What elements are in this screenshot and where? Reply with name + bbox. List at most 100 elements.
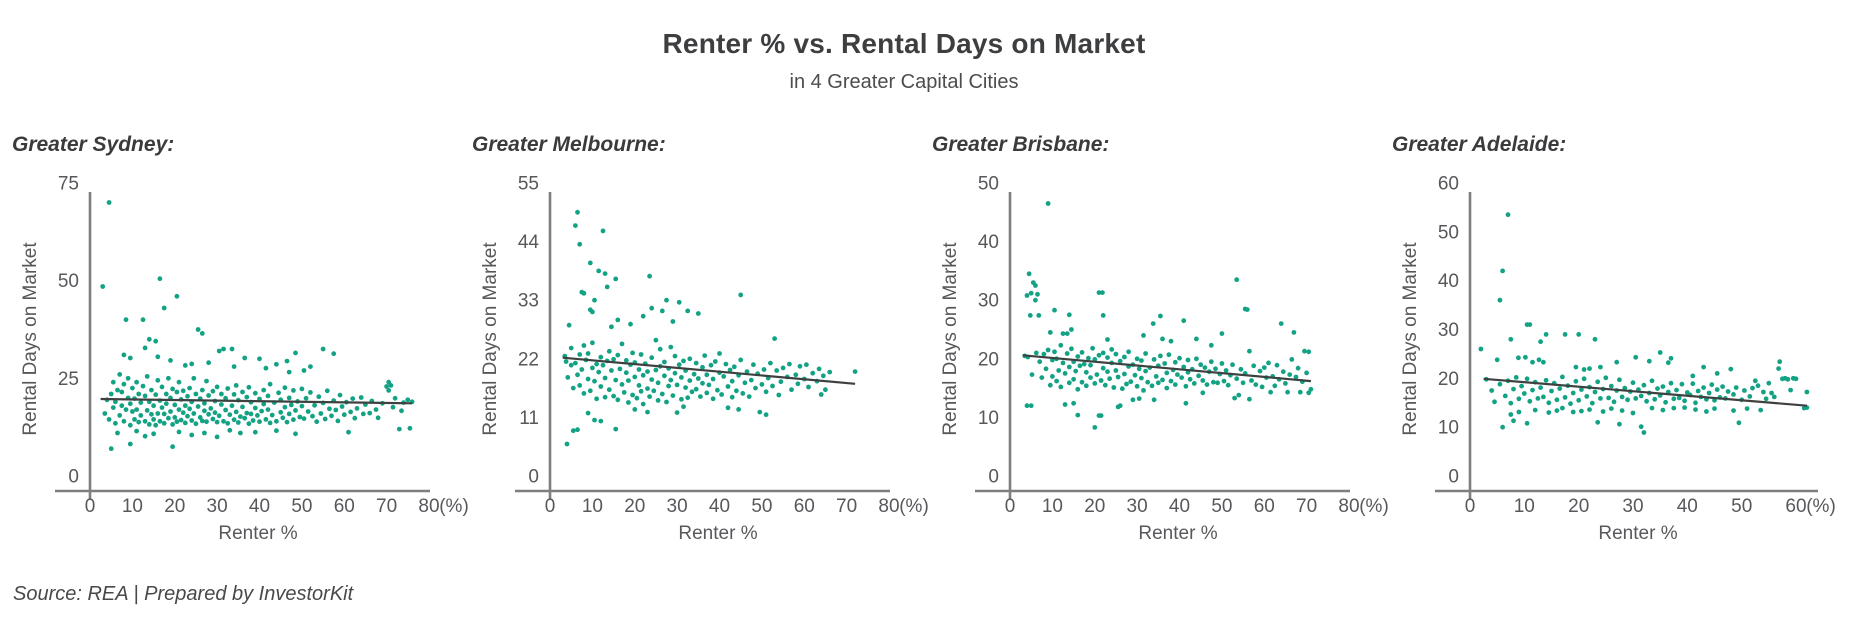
data-point xyxy=(1257,368,1263,374)
data-point xyxy=(704,372,710,378)
data-point xyxy=(308,364,313,369)
data-point xyxy=(592,378,597,384)
data-point xyxy=(172,415,178,420)
data-point xyxy=(288,402,294,408)
data-point xyxy=(149,411,154,417)
data-point xyxy=(261,401,267,407)
data-point xyxy=(1066,312,1072,318)
data-point xyxy=(113,420,118,426)
data-point xyxy=(259,408,264,414)
data-point xyxy=(231,417,237,423)
data-point xyxy=(407,425,413,431)
data-point xyxy=(1054,378,1059,384)
data-point xyxy=(1069,346,1074,352)
data-point xyxy=(1704,409,1709,414)
data-point xyxy=(1804,389,1810,395)
data-point xyxy=(731,364,737,370)
data-point xyxy=(789,387,794,393)
data-point xyxy=(386,388,392,393)
data-point xyxy=(174,389,180,395)
data-point xyxy=(115,387,120,393)
data-point xyxy=(1026,271,1032,277)
data-point xyxy=(626,378,631,383)
x-tick-label: 70 xyxy=(376,496,397,517)
data-point xyxy=(1592,389,1598,395)
data-point xyxy=(180,410,186,416)
x-tick-label: 50 xyxy=(1731,496,1752,517)
data-point xyxy=(176,407,182,412)
data-point xyxy=(324,388,330,394)
data-point xyxy=(1071,400,1076,406)
data-point xyxy=(1744,406,1750,411)
data-point xyxy=(1530,359,1535,365)
data-point xyxy=(1731,392,1736,397)
data-point xyxy=(191,375,197,381)
x-tick-label: 0 xyxy=(1465,496,1476,517)
data-point xyxy=(1660,407,1666,413)
data-point xyxy=(269,412,275,418)
y-tick-label: 20 xyxy=(978,349,999,370)
data-point xyxy=(151,403,157,409)
x-tick-label: 10 xyxy=(582,496,603,517)
data-point xyxy=(1293,374,1299,380)
data-point xyxy=(740,391,746,396)
data-point xyxy=(592,417,597,423)
data-point xyxy=(138,400,144,405)
data-point xyxy=(142,418,148,424)
data-point xyxy=(265,393,271,399)
data-point xyxy=(1516,396,1522,402)
data-point xyxy=(700,380,705,386)
data-point xyxy=(695,376,701,381)
data-point xyxy=(1208,342,1214,348)
data-point xyxy=(1285,389,1290,395)
data-point xyxy=(301,416,307,421)
data-point xyxy=(613,377,619,383)
data-point xyxy=(100,284,106,289)
data-point xyxy=(174,419,180,425)
data-point xyxy=(388,383,394,388)
data-point xyxy=(390,404,396,410)
data-point xyxy=(1236,392,1242,398)
data-point xyxy=(1047,330,1053,335)
data-point xyxy=(182,420,188,426)
data-point xyxy=(233,409,239,415)
data-point xyxy=(1554,397,1560,403)
data-point xyxy=(613,276,619,282)
data-point xyxy=(638,388,644,394)
data-point xyxy=(242,355,248,361)
data-point xyxy=(180,388,186,394)
x-tick-label: 40 xyxy=(709,496,730,517)
data-point xyxy=(210,388,216,394)
data-point xyxy=(176,429,182,435)
data-point xyxy=(146,422,152,427)
data-point xyxy=(142,393,148,399)
data-point xyxy=(1259,384,1265,390)
data-point xyxy=(564,441,570,447)
data-point xyxy=(753,385,758,391)
data-point xyxy=(1581,376,1587,382)
data-point xyxy=(611,393,616,399)
data-point xyxy=(1066,364,1072,370)
data-point xyxy=(1302,348,1307,354)
data-point xyxy=(1652,396,1658,402)
data-point xyxy=(1306,349,1312,355)
data-point xyxy=(174,293,180,299)
data-point xyxy=(360,411,366,417)
trend-line xyxy=(1483,377,1807,407)
data-point xyxy=(261,387,267,393)
data-point xyxy=(354,406,360,411)
data-point xyxy=(679,375,684,380)
data-point xyxy=(303,395,309,401)
data-point xyxy=(373,407,379,412)
data-point xyxy=(609,324,614,330)
data-point xyxy=(1096,290,1102,295)
data-point xyxy=(1179,375,1184,380)
x-tick-label: 70 xyxy=(1296,496,1317,517)
data-point xyxy=(1693,400,1698,406)
data-point xyxy=(227,412,233,418)
data-point xyxy=(719,392,724,397)
data-point xyxy=(566,322,572,328)
data-point xyxy=(1105,369,1110,375)
data-point xyxy=(282,404,288,410)
data-point xyxy=(1164,370,1170,376)
